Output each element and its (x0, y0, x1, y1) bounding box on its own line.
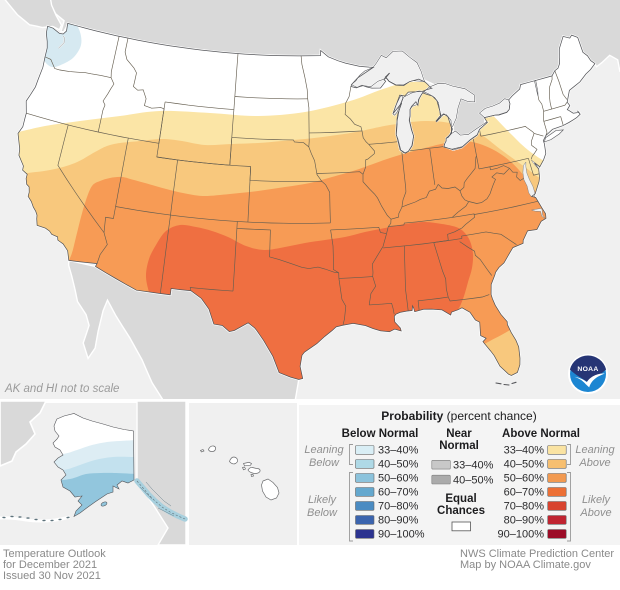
svg-text:40–50%: 40–50% (504, 459, 545, 471)
svg-text:Temperature Outlook: Temperature Outlook (3, 548, 106, 560)
svg-text:Likely: Likely (308, 494, 338, 506)
svg-text:Below Normal: Below Normal (342, 428, 419, 440)
svg-text:Map by NOAA Climate.gov: Map by NOAA Climate.gov (460, 559, 591, 571)
svg-text:Above: Above (578, 457, 610, 469)
svg-text:Leaning: Leaning (575, 444, 615, 456)
svg-text:Probability (percent chance): Probability (percent chance) (381, 409, 536, 423)
svg-text:33–40%: 33–40% (378, 445, 419, 457)
svg-text:70–80%: 70–80% (504, 501, 545, 513)
svg-text:NWS Climate Prediction Center: NWS Climate Prediction Center (460, 548, 614, 560)
svg-text:33–40%: 33–40% (504, 445, 545, 457)
svg-text:Normal: Normal (439, 440, 479, 452)
svg-text:Likely: Likely (582, 494, 612, 506)
svg-text:50–60%: 50–60% (504, 473, 545, 485)
svg-text:60–70%: 60–70% (504, 487, 545, 499)
svg-text:80–90%: 80–90% (504, 515, 545, 527)
svg-text:50–60%: 50–60% (378, 473, 419, 485)
svg-text:Above: Above (579, 507, 611, 519)
svg-text:70–80%: 70–80% (378, 501, 419, 513)
svg-text:NOAA: NOAA (577, 366, 598, 373)
svg-text:80–90%: 80–90% (378, 515, 419, 527)
svg-text:Leaning: Leaning (304, 444, 344, 456)
svg-text:for December 2021: for December 2021 (3, 559, 97, 571)
svg-text:90–100%: 90–100% (498, 529, 545, 541)
svg-text:AK and HI not to scale: AK and HI not to scale (4, 383, 119, 395)
svg-text:Above Normal: Above Normal (502, 428, 580, 440)
svg-text:Equal: Equal (445, 493, 476, 505)
svg-text:33–40%: 33–40% (453, 460, 494, 472)
svg-text:Chances: Chances (437, 505, 485, 517)
svg-text:90–100%: 90–100% (378, 529, 425, 541)
svg-text:40–50%: 40–50% (453, 474, 494, 486)
svg-text:Below: Below (307, 507, 338, 519)
svg-text:Issued 30 Nov 2021: Issued 30 Nov 2021 (3, 570, 101, 582)
svg-text:Near: Near (446, 428, 472, 440)
svg-text:Below: Below (309, 457, 340, 469)
svg-text:60–70%: 60–70% (378, 487, 419, 499)
svg-text:40–50%: 40–50% (378, 459, 419, 471)
